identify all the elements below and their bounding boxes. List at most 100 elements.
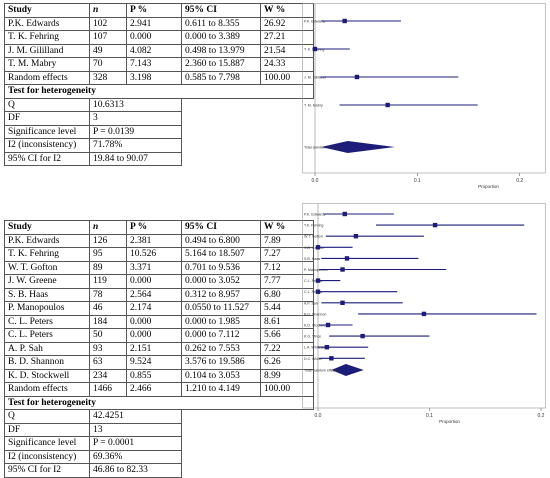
table-cell: 5.44 bbox=[260, 301, 314, 316]
plot-frame bbox=[302, 203, 546, 409]
table-cell: 3.371 bbox=[126, 260, 182, 275]
table-cell: 0.000 to 3.389 bbox=[181, 30, 261, 45]
x-axis-label: Proportion bbox=[439, 419, 460, 424]
table-row: C. L. Peters 184 0.000 0.000 to 1.985 8.61 bbox=[4, 314, 314, 329]
table-cell: 0.855 bbox=[126, 368, 182, 383]
study-label: J. M. Gililland bbox=[304, 76, 326, 80]
table-cell: 6.26 bbox=[260, 355, 314, 370]
table-cell: 0.000 to 1.985 bbox=[181, 314, 261, 329]
table-cell: 0.000 to 7.112 bbox=[181, 328, 261, 343]
heterogeneity-value: P = 0.0001 bbox=[89, 436, 182, 451]
table-cell: J. M. Gililland bbox=[4, 43, 90, 58]
table-cell: 2.466 bbox=[126, 382, 182, 397]
point-estimate bbox=[315, 278, 321, 283]
table-cell: 2.151 bbox=[126, 341, 182, 356]
point-estimate bbox=[325, 322, 331, 328]
point-estimate bbox=[385, 102, 390, 108]
study-label: S.B. Haas bbox=[304, 257, 320, 261]
column-header: Study bbox=[4, 220, 90, 235]
study-label: P.K. Edwards bbox=[304, 20, 326, 24]
table-cell: 3.198 bbox=[126, 70, 182, 85]
point-estimate bbox=[432, 222, 438, 228]
study-label: T. M. Mabry bbox=[304, 104, 323, 108]
table-row: Random effects 328 3.198 0.585 to 7.798 100.… bbox=[4, 70, 314, 85]
heterogeneity-label: I2 (inconsistency) bbox=[4, 138, 90, 153]
table-cell: 95 bbox=[89, 247, 127, 262]
table-cell: 2.174 bbox=[126, 301, 182, 316]
column-header: P % bbox=[126, 3, 182, 18]
table-header-row: Study n P % 95% CI W % bbox=[4, 220, 314, 235]
table-cell: 5.66 bbox=[260, 328, 314, 343]
heterogeneity-value: 69.36% bbox=[89, 449, 182, 464]
pooled-label: Total (random effects) bbox=[304, 369, 339, 373]
table-cell: T. K. Fehring bbox=[4, 247, 90, 262]
point-estimate bbox=[329, 356, 334, 361]
table-cell: 0.494 to 6.800 bbox=[181, 233, 261, 248]
heterogeneity-row: I2 (inconsistency) 69.36% bbox=[4, 449, 314, 464]
point-estimate bbox=[342, 18, 347, 24]
study-label: D.C. Wood bbox=[304, 357, 322, 361]
heterogeneity-title: Test for heterogeneity bbox=[4, 84, 314, 99]
table-cell: 46 bbox=[89, 301, 127, 316]
point-estimate bbox=[353, 234, 359, 239]
table-cell: 6.80 bbox=[260, 287, 314, 302]
heterogeneity-label: Significance level bbox=[4, 436, 90, 451]
table-cell: 184 bbox=[89, 314, 127, 329]
table-cell: 0.611 to 8.355 bbox=[181, 16, 261, 31]
table-cell: A. P. Sah bbox=[4, 341, 90, 356]
table-cell: 100.00 bbox=[260, 382, 314, 397]
heterogeneity-row: 95% CI for I2 19.84 to 90.07 bbox=[4, 151, 314, 166]
table-cell: 50 bbox=[89, 328, 127, 343]
column-header: n bbox=[89, 220, 127, 235]
table-row: P. Manopoulos 46 2.174 0.0550 to 11.527 5.44 bbox=[4, 301, 314, 316]
table-cell: 0.701 to 9.536 bbox=[181, 260, 261, 275]
tick-label: 0.1 bbox=[426, 413, 433, 419]
column-header: 95% CI bbox=[181, 220, 261, 235]
table-cell: 7.77 bbox=[260, 274, 314, 289]
table-cell: 234 bbox=[89, 368, 127, 383]
heterogeneity-value: 3 bbox=[89, 111, 182, 126]
pooled-diamond bbox=[321, 141, 395, 153]
table-cell: 107 bbox=[89, 30, 127, 45]
heterogeneity-label: Q bbox=[4, 409, 90, 424]
table-cell: 0.000 bbox=[126, 30, 182, 45]
table-row: P.K. Edwards 126 2.381 0.494 to 6.800 7.89 bbox=[4, 233, 314, 248]
table-cell: B. D. Shannon bbox=[4, 355, 90, 370]
table-cell: 0.0550 to 11.527 bbox=[181, 301, 261, 316]
table-cell: J. W. Greene bbox=[4, 274, 90, 289]
study-label: A.P. Sah bbox=[304, 301, 318, 305]
table-cell: 7.12 bbox=[260, 260, 314, 275]
table-cell: 49 bbox=[89, 43, 127, 58]
table-cell: 7.27 bbox=[260, 247, 314, 262]
heterogeneity-label: 95% CI for I2 bbox=[4, 151, 90, 166]
table-row: W. T. Gofton 89 3.371 0.701 to 9.536 7.12 bbox=[4, 260, 314, 275]
study-label: W.T. Gofton bbox=[304, 235, 323, 239]
study-label: K.D. Stockwell bbox=[304, 324, 327, 328]
point-estimate bbox=[315, 289, 321, 294]
table-cell: C. L. Peters bbox=[4, 314, 90, 329]
study-label: L.A. Whiteside bbox=[304, 346, 327, 350]
table-cell: 7.22 bbox=[260, 341, 314, 356]
heterogeneity-row: Significance level P = 0.0139 bbox=[4, 124, 314, 139]
table-row: T. M. Mabry 70 7.143 2.360 to 15.887 24.33 bbox=[4, 57, 314, 72]
column-header: n bbox=[89, 3, 127, 18]
heterogeneity-value: P = 0.0139 bbox=[89, 124, 182, 139]
heterogeneity-row: Q 42.4251 bbox=[4, 409, 314, 424]
point-estimate bbox=[315, 245, 321, 250]
study-label: T.K. Fehring bbox=[304, 224, 323, 228]
table-cell: S. B. Haas bbox=[4, 287, 90, 302]
meta-table-2: Study n P % 95% CI W % P.K. Edwards 126 2.381 0.… bbox=[4, 220, 314, 478]
heterogeneity-row: Significance level P = 0.0001 bbox=[4, 436, 314, 451]
heterogeneity-value: 42.4251 bbox=[89, 409, 182, 424]
table-cell: 8.61 bbox=[260, 314, 314, 329]
heterogeneity-value: 71.78% bbox=[89, 138, 182, 153]
heterogeneity-row: DF 3 bbox=[4, 111, 314, 126]
heterogeneity-value: 10.6313 bbox=[89, 97, 182, 112]
table-cell: 27.21 bbox=[260, 30, 314, 45]
heterogeneity-row: 95% CI for I2 46.86 to 82.33 bbox=[4, 463, 314, 478]
table-cell: 9.524 bbox=[126, 355, 182, 370]
table-cell: 0.000 to 3.052 bbox=[181, 274, 261, 289]
table-cell: P.K. Edwards bbox=[4, 233, 90, 248]
point-estimate bbox=[354, 74, 360, 80]
